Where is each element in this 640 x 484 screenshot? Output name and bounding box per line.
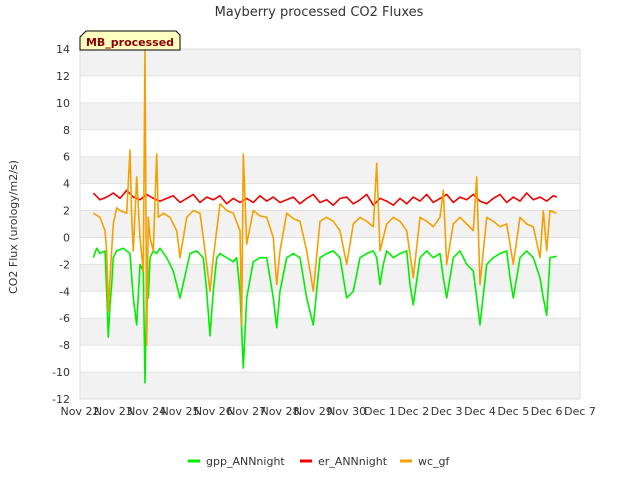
x-tick-label: Dec 6: [531, 405, 563, 418]
y-tick-label: -10: [52, 366, 70, 379]
y-tick-label: 8: [63, 124, 70, 137]
x-tick-label: Dec 7: [564, 405, 596, 418]
y-tick-label: 10: [56, 97, 70, 110]
x-tick-label: Nov 22: [61, 405, 100, 418]
badge-label: MB_processed: [86, 36, 174, 49]
y-tick-label: -8: [59, 339, 70, 352]
y-tick-label: 14: [56, 43, 70, 56]
y-tick-label: 0: [63, 231, 70, 244]
y-axis-label: CO2 Flux (urology/m2/s): [7, 160, 20, 294]
y-tick-label: 4: [63, 178, 70, 191]
legend-label-gpp-annnight: gpp_ANNnight: [206, 455, 285, 468]
y-tick-label: -2: [59, 258, 70, 271]
y-tick-label: 2: [63, 205, 70, 218]
grid-band: [80, 264, 580, 292]
grid-band: [80, 318, 580, 346]
y-tick-label: 6: [63, 151, 70, 164]
legend: gpp_ANNnight er_ANNnight wc_gf: [188, 455, 451, 468]
grid-band: [80, 372, 580, 399]
x-tick-label: Dec 1: [364, 405, 396, 418]
series-line-gpp-annnight: [92, 247, 557, 384]
x-tick-label: Dec 4: [464, 405, 496, 418]
x-tick-label: Nov 25: [161, 405, 200, 418]
y-axis: -12 -10 -8 -6 -4 -2 0 2 4 6 8 10 12 14: [52, 43, 70, 406]
grid-band: [80, 102, 580, 130]
x-tick-label: Dec 5: [497, 405, 529, 418]
y-tick-label: 12: [56, 70, 70, 83]
grid-band: [80, 156, 580, 184]
mb-processed-badge: MB_processed: [79, 30, 181, 51]
series-line-wc-gf: [92, 48, 557, 347]
y-tick-label: -4: [59, 285, 70, 298]
grid-band: [80, 49, 580, 76]
x-tick-label: Nov 29: [294, 405, 333, 418]
plot-frame: [79, 48, 581, 400]
x-tick-label: Nov 23: [94, 405, 133, 418]
y-tick-label: -6: [59, 312, 70, 325]
badge-shape: [79, 30, 181, 51]
x-tick-label: Nov 30: [327, 405, 366, 418]
legend-label-wc-gf: wc_gf: [418, 455, 451, 468]
chart-title: Mayberry processed CO2 Fluxes: [215, 5, 424, 20]
x-tick-label: Dec 3: [431, 405, 463, 418]
x-tick-label: Nov 24: [127, 405, 166, 418]
legend-label-er-annnight: er_ANNnight: [318, 455, 388, 468]
y-tick-label: -12: [52, 393, 70, 406]
x-tick-label: Dec 2: [397, 405, 429, 418]
x-tick-label: Nov 27: [227, 405, 266, 418]
series-line-er-annnight: [92, 189, 558, 206]
x-tick-label: Nov 28: [261, 405, 300, 418]
series-layer: [92, 48, 558, 384]
x-tick-label: Nov 26: [194, 405, 233, 418]
